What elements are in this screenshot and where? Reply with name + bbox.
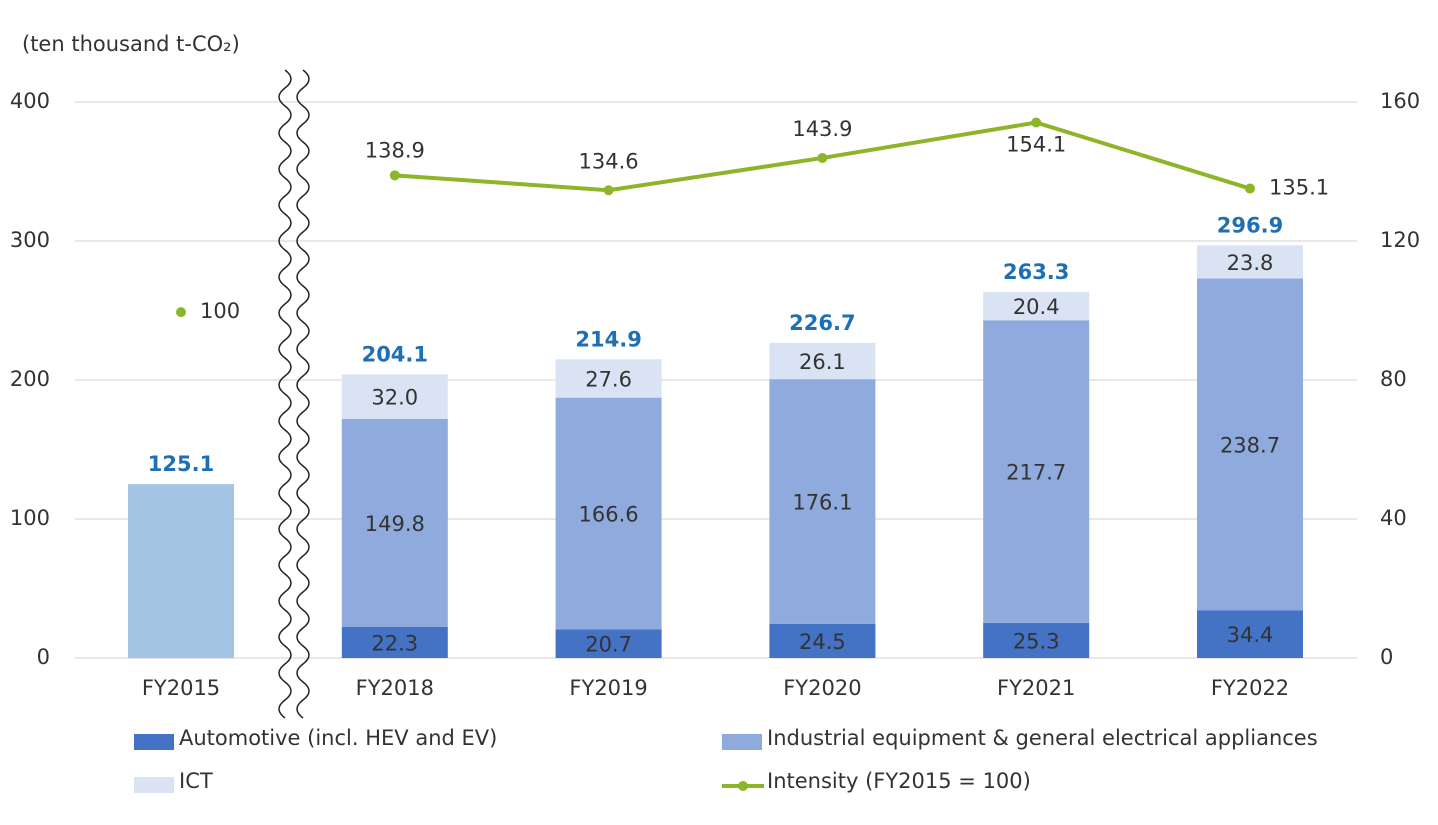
y-axis-label: (ten thousand t-CO₂) (22, 32, 240, 56)
y2-tick-label: 160 (1380, 89, 1420, 113)
x-tick-label: FY2019 (569, 676, 647, 700)
bar-segment (1197, 245, 1303, 279)
data-label: 238.7 (1220, 433, 1280, 457)
bar-segment (983, 622, 1090, 658)
bar-segment (555, 629, 662, 658)
bar-segment (341, 627, 448, 658)
total-label: 204.1 (362, 342, 428, 366)
legend-swatch (134, 734, 174, 750)
x-tick-label: FY2018 (356, 676, 434, 700)
data-label: 20.4 (1013, 295, 1060, 319)
bar-segment (769, 379, 876, 624)
bar-segment (341, 374, 448, 419)
data-label: 138.9 (365, 138, 425, 162)
x-tick-label: FY2020 (783, 676, 861, 700)
data-label: 22.3 (371, 632, 418, 656)
data-label: 20.7 (585, 633, 632, 657)
line-point (1245, 183, 1255, 194)
line-point (176, 307, 186, 318)
bar-segment (983, 291, 1090, 321)
x-tick-label: FY2021 (997, 676, 1075, 700)
bar-segment (983, 320, 1090, 623)
bar-segment (555, 359, 662, 398)
line-point (1031, 117, 1042, 128)
axis-break (296, 69, 310, 719)
data-label: 32.0 (371, 386, 418, 410)
y-tick-label: 100 (10, 506, 50, 530)
legend-marker (738, 781, 748, 791)
y2-tick-label: 80 (1380, 367, 1407, 391)
bar-segment (555, 397, 662, 630)
data-label: 143.9 (792, 117, 852, 141)
y-tick-label: 300 (10, 228, 50, 252)
legend-label: Automotive (incl. HEV and EV) (179, 726, 497, 750)
legend-label: Intensity (FY2015 = 100) (767, 769, 1031, 793)
x-tick-label: FY2022 (1211, 676, 1289, 700)
data-label: 27.6 (585, 367, 632, 391)
line-point (817, 152, 828, 163)
total-label: 263.3 (1003, 260, 1069, 284)
legend-label: Industrial equipment & general electrica… (767, 726, 1318, 750)
y2-tick-label: 0 (1380, 645, 1393, 669)
line-point (603, 185, 614, 196)
data-label: 26.1 (799, 350, 846, 374)
x-tick-label: FY2015 (142, 676, 220, 700)
y-tick-label: 200 (10, 367, 50, 391)
y2-tick-label: 120 (1380, 228, 1420, 252)
total-label: 226.7 (789, 311, 855, 335)
data-label: 149.8 (365, 512, 425, 536)
line-point (389, 170, 400, 181)
data-label: 24.5 (799, 630, 846, 654)
y-tick-label: 0 (37, 645, 50, 669)
bar-segment (769, 342, 876, 380)
total-label: 125.1 (148, 452, 214, 476)
data-label: 100 (200, 299, 240, 323)
axis-break (278, 69, 292, 719)
data-label: 154.1 (1006, 133, 1066, 157)
legend-swatch (722, 734, 762, 750)
legend-label: ICT (179, 769, 213, 793)
bar-segment (769, 623, 876, 658)
data-label: 25.3 (1013, 629, 1060, 653)
data-label: 217.7 (1006, 461, 1066, 485)
total-label: 214.9 (575, 327, 641, 351)
y2-tick-label: 40 (1380, 506, 1407, 530)
total-label: 296.9 (1217, 213, 1283, 237)
data-label: 134.6 (579, 149, 639, 173)
bar-segment (1197, 278, 1303, 611)
data-label: 23.8 (1227, 251, 1274, 275)
bar-segment (341, 418, 448, 628)
data-label: 34.4 (1227, 623, 1274, 647)
legend-swatch (134, 777, 174, 793)
bar (128, 484, 234, 658)
data-label: 135.1 (1269, 176, 1329, 200)
data-label: 166.6 (579, 502, 639, 526)
data-label: 176.1 (792, 491, 852, 515)
y-tick-label: 400 (10, 89, 50, 113)
bar-segment (1197, 610, 1303, 658)
